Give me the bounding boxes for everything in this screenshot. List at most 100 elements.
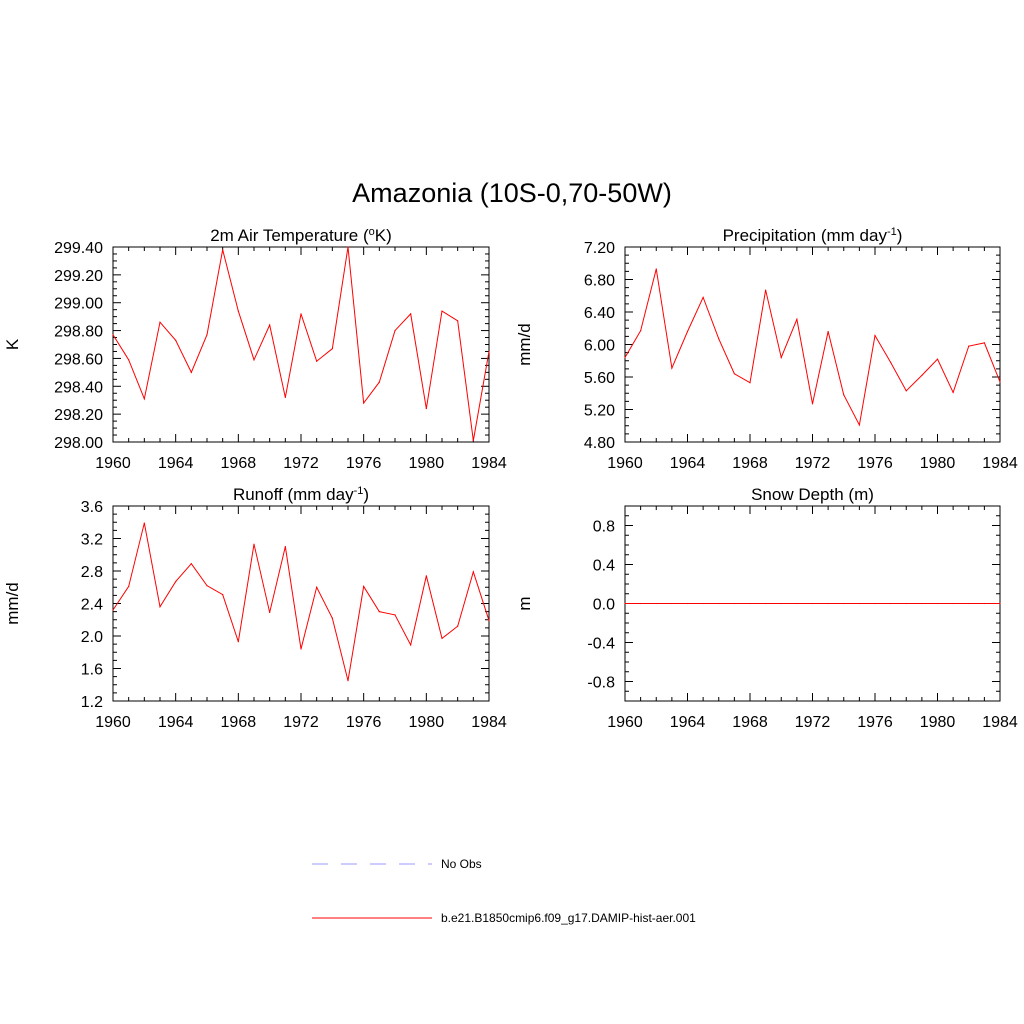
y-tick-label: 2.4 [81,597,103,614]
y-tick-label: 3.2 [81,532,103,549]
data-point [190,563,192,565]
x-tick-label: 1964 [670,714,706,731]
data-point [425,407,427,410]
data-point [410,644,412,646]
data-point [300,648,302,650]
x-tick-label: 1984 [982,455,1018,472]
legend: No Obs b.e21.B1850cmip6.f09_g17.DAMIP-his… [312,857,696,925]
x-tick-label: 1984 [471,714,507,731]
y-tick-label: 6.80 [584,273,615,290]
data-point [640,330,642,332]
x-tick-label: 1968 [732,714,768,731]
panel-title: Precipitation (mm day-1) [723,226,903,245]
data-point [718,338,720,340]
x-tick-label: 1968 [221,714,257,731]
panels: 2m Air Temperature (oK) K 1960 1964 1968 1972… [3,226,1018,731]
data-point [284,546,286,548]
y-tick-label: 2.0 [81,629,103,646]
y-tick-label: 299.40 [54,240,103,257]
y-tick-label: 299.20 [54,268,103,285]
data-point [702,602,704,605]
data-point [718,602,720,605]
data-point [472,571,474,573]
data-point [410,313,412,315]
data-point [269,324,271,326]
y-tick-label: 2.8 [81,564,103,581]
y-tick-label: -0.8 [587,675,615,692]
data-point [843,602,845,605]
panel-title: Snow Depth (m) [751,485,874,504]
data-point [733,373,735,375]
data-point [890,602,892,605]
data-point [253,543,255,545]
x-tick-label: 1964 [670,455,706,472]
data-point [640,602,642,605]
y-tick-label: 6.40 [584,305,615,322]
panel-2: Precipitation (mm day-1) mm/d 1960 1964 1968… [515,226,1018,472]
data-point [874,334,876,337]
data-point [457,625,459,627]
y-tick-label: 298.60 [54,351,103,368]
data-point [159,606,161,608]
y-tick-label: 6.00 [584,338,615,355]
data-point [331,348,333,350]
y-axis-label: K [3,338,22,350]
data-point [112,334,114,336]
data-point [999,381,1001,383]
data-point [671,367,673,369]
data-point [222,593,224,596]
y-axis-label: mm/d [515,323,534,366]
x-tick-label: 1980 [920,455,956,472]
data-point [441,310,443,312]
data-point [175,339,177,341]
data-point [827,602,829,605]
data-point [222,249,224,251]
data-point [890,361,892,363]
data-point [811,403,814,405]
y-tick-label: 1.2 [81,694,103,711]
data-point [112,609,114,611]
data-point [796,318,798,320]
x-tick-label: 1972 [283,455,319,472]
panel-1: 2m Air Temperature (oK) K 1960 1964 1968 1972… [3,226,507,472]
data-point [269,611,271,614]
data-point [671,602,673,605]
x-tick-label: 1980 [409,455,445,472]
data-point [905,602,907,605]
x-tick-label: 1960 [607,455,643,472]
x-tick-label: 1972 [283,714,319,731]
data-point [686,602,689,605]
y-axis-label: m [515,596,534,610]
series-line [112,246,490,441]
data-point [472,440,474,442]
legend-label: b.e21.B1850cmip6.f09_g17.DAMIP-hist-aer.… [441,911,696,925]
data-point [780,356,782,359]
x-tick-label: 1960 [607,714,643,731]
x-tick-label: 1980 [409,714,445,731]
data-point [749,602,751,605]
data-point [143,522,145,524]
data-point [765,602,767,605]
panel-title: 2m Air Temperature (oK) [210,226,392,245]
data-point [175,580,177,583]
data-point [796,602,798,605]
y-tick-label: 4.80 [584,435,615,452]
data-point [128,585,130,588]
data-point [655,602,657,605]
y-tick-label: 299.00 [54,296,103,313]
data-point [827,330,829,333]
data-point [983,602,985,605]
x-tick-label: 1964 [158,455,194,472]
x-tick-label: 1976 [346,455,382,472]
x-tick-label: 1968 [732,455,768,472]
data-point [253,359,255,361]
data-point [190,371,192,373]
y-tick-label: 1.6 [81,662,103,679]
data-point [206,334,208,336]
y-tick-label: 298.80 [54,324,103,341]
data-point [936,358,939,360]
plot-frame [112,246,490,443]
data-point [378,611,380,613]
data-point [686,330,689,333]
